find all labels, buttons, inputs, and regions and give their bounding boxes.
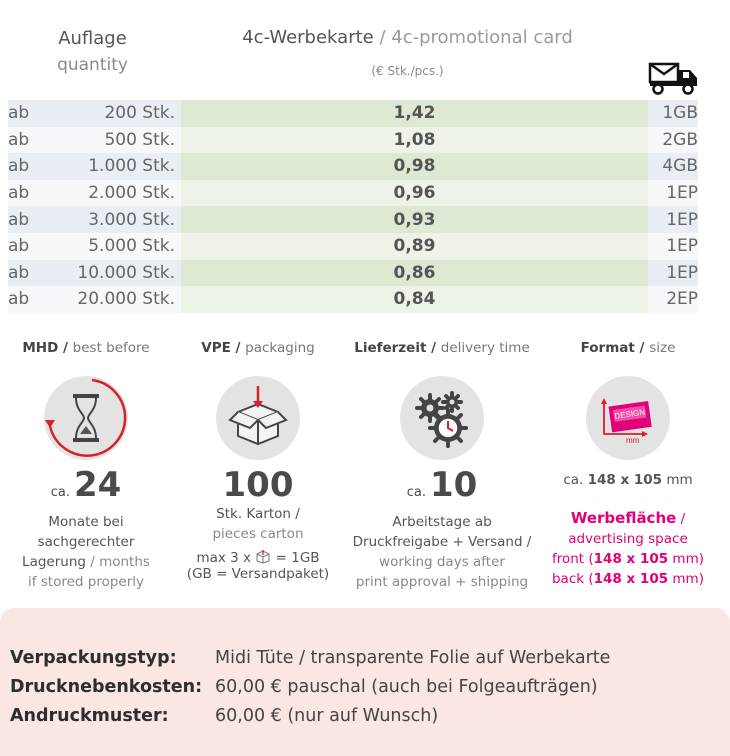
row-quantity: 5.000 Stk.: [40, 232, 181, 260]
package-small-icon: [256, 550, 270, 564]
row-quantity: 500 Stk.: [40, 126, 181, 154]
row-price: 0,93: [181, 206, 648, 233]
unit-label: (€ Stk./pcs.): [371, 64, 444, 78]
row-prefix: ab: [8, 286, 40, 313]
mhd-heading: MHD / best before: [22, 340, 150, 356]
row-price: 0,84: [181, 286, 648, 313]
quantity-header-de: Auflage: [58, 28, 127, 49]
vpe-block: VPE / packaging 100 Stk. Karton / pieces…: [168, 340, 348, 582]
row-quantity: 10.000 Stk.: [40, 259, 181, 287]
gears-clock-icon: [400, 376, 484, 460]
row-prefix: ab: [8, 206, 40, 233]
vpe-text: Stk. Karton / pieces carton max 3 x = 1G…: [186, 506, 330, 582]
mhd-text: Monate bei sachgerechter Lagerung / mont…: [22, 514, 150, 590]
row-quantity: 200 Stk.: [40, 100, 181, 127]
product-title-de: 4c-Werbekarte: [242, 27, 374, 48]
row-price: 1,42: [181, 100, 648, 127]
row-quantity: 3.000 Stk.: [40, 206, 181, 233]
box-icon: [216, 376, 300, 460]
product-title-separator: /: [373, 27, 392, 48]
format-heading: Format / size: [580, 340, 676, 356]
format-block: Format / size DESIGN mm ca. 148 x 105 mm…: [538, 340, 718, 589]
price-row: ab 2.000 Stk. 0,96 1EP: [8, 179, 698, 207]
price-row: ab 1.000 Stk. 0,98 4GB: [8, 153, 698, 180]
row-shipping: 4GB: [648, 153, 698, 180]
row-prefix: ab: [8, 100, 40, 127]
row-price: 0,89: [181, 232, 648, 260]
card-size-icon: DESIGN mm: [586, 376, 670, 460]
quantity-header-en: quantity: [57, 55, 128, 75]
row-quantity: 2.000 Stk.: [40, 179, 181, 207]
vpe-value: 100: [222, 465, 294, 505]
price-row: ab 200 Stk. 1,42 1GB: [8, 100, 698, 127]
row-shipping: 1EP: [648, 259, 698, 287]
vpe-heading: VPE / packaging: [201, 340, 315, 356]
mhd-value: ca. 24: [50, 465, 122, 505]
truck-mail-icon: [648, 62, 697, 95]
row-shipping: 2EP: [648, 286, 698, 313]
design-label: DESIGN: [614, 408, 646, 421]
row-prefix: ab: [8, 126, 40, 154]
price-row: ab 5.000 Stk. 0,89 1EP: [8, 232, 698, 260]
row-price: 0,86: [181, 259, 648, 287]
details-panel: Verpackungstyp: Midi Tüte / transparente …: [0, 608, 730, 756]
quantity-header: Auflage quantity: [40, 28, 145, 75]
detail-extra-costs: Drucknebenkosten: 60,00 € pauschal (auch …: [10, 677, 598, 697]
detail-proof: Andruckmuster: 60,00 € (nur auf Wunsch): [10, 706, 439, 726]
row-prefix: ab: [8, 259, 40, 287]
row-prefix: ab: [8, 153, 40, 180]
row-shipping: 1GB: [648, 100, 698, 127]
row-shipping: 2GB: [648, 126, 698, 154]
delivery-block: Lieferzeit / delivery time ca. 10 Arbeits…: [352, 340, 532, 592]
hourglass-icon: [44, 376, 128, 460]
price-row: ab 20.000 Stk. 0,84 2EP: [8, 286, 698, 313]
row-prefix: ab: [8, 232, 40, 260]
row-price: 0,96: [181, 179, 648, 207]
row-shipping: 1EP: [648, 179, 698, 207]
product-title-en: 4c-promotional card: [391, 27, 573, 48]
detail-packaging: Verpackungstyp: Midi Tüte / transparente …: [10, 648, 611, 668]
row-quantity: 20.000 Stk.: [40, 286, 181, 313]
price-row: ab 3.000 Stk. 0,93 1EP: [8, 206, 698, 233]
row-price: 1,08: [181, 126, 648, 154]
delivery-heading: Lieferzeit / delivery time: [354, 340, 530, 356]
row-shipping: 1EP: [648, 232, 698, 260]
delivery-value: ca. 10: [406, 465, 478, 505]
format-area: Werbefläche / advertising space front (1…: [551, 509, 705, 587]
row-quantity: 1.000 Stk.: [40, 153, 181, 180]
format-size: ca. 148 x 105 mm: [563, 472, 693, 488]
mhd-block: MHD / best before ca. 24 Monate bei sachg…: [0, 340, 176, 592]
delivery-text: Arbeitstage ab Druckfreigabe + Versand /…: [352, 514, 532, 590]
mm-label: mm: [626, 436, 640, 445]
price-table: ab 200 Stk. 1,42 1GB ab 500 Stk. 1,08 2GB ab 1.00…: [8, 100, 698, 313]
row-price: 0,98: [181, 153, 648, 180]
row-shipping: 1EP: [648, 206, 698, 233]
price-row: ab 10.000 Stk. 0,86 1EP: [8, 259, 698, 287]
row-prefix: ab: [8, 179, 40, 207]
price-row: ab 500 Stk. 1,08 2GB: [8, 126, 698, 154]
product-title: 4c-Werbekarte / 4c-promotional card: [180, 27, 635, 48]
